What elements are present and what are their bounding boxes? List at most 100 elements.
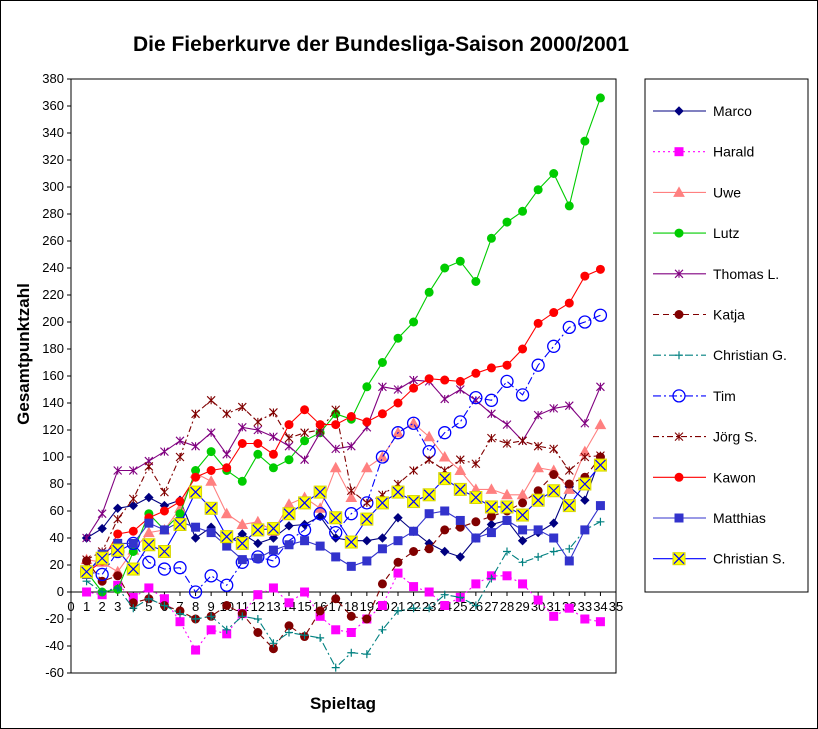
y-tick-label: -20 <box>45 611 64 626</box>
data-point <box>518 436 527 446</box>
data-point <box>191 615 200 623</box>
x-tick-label: 25 <box>453 599 467 614</box>
marker-cross <box>159 546 170 557</box>
marker-cross <box>377 497 388 509</box>
y-tick-label: 180 <box>42 341 64 356</box>
data-point <box>268 583 278 593</box>
data-point <box>253 628 263 637</box>
data-point <box>409 604 418 613</box>
y-tick-label: 280 <box>42 206 64 221</box>
y-tick-label: -60 <box>45 665 64 680</box>
y-tick-label: 100 <box>42 449 64 464</box>
data-point <box>346 486 356 496</box>
data-point <box>253 449 263 459</box>
legend-label: Harald <box>713 144 754 160</box>
data-point <box>484 393 499 407</box>
data-point <box>253 590 263 600</box>
data-point <box>269 639 278 648</box>
data-point <box>237 402 247 412</box>
data-point <box>360 512 374 526</box>
y-tick-label: 360 <box>42 98 64 113</box>
data-point <box>424 374 434 384</box>
data-point <box>549 611 559 621</box>
data-point <box>222 463 232 473</box>
data-point <box>547 484 561 498</box>
marker-cross <box>548 485 560 497</box>
data-point <box>128 538 138 548</box>
data-point <box>440 525 450 535</box>
y-tick-label: 80 <box>50 476 64 491</box>
legend-item: Uwe <box>653 184 741 200</box>
data-point <box>393 536 403 546</box>
series-1 <box>81 452 606 562</box>
data-point <box>344 507 358 521</box>
series-layer <box>79 93 608 672</box>
y-tick-label: 340 <box>42 125 64 140</box>
data-point <box>391 485 405 499</box>
data-point <box>313 485 327 499</box>
data-point <box>471 517 481 527</box>
data-point <box>189 485 203 499</box>
data-point <box>360 496 374 510</box>
data-point <box>580 525 590 535</box>
data-point <box>206 428 216 438</box>
data-point <box>206 447 216 457</box>
data-point <box>471 579 481 589</box>
data-point <box>500 500 514 514</box>
legend-label: Uwe <box>713 184 741 200</box>
legend-item: Christian S. <box>653 551 785 567</box>
data-point <box>500 374 514 389</box>
data-point <box>455 515 465 525</box>
data-point <box>331 625 341 635</box>
data-point <box>300 536 310 546</box>
data-point <box>315 420 325 430</box>
data-point <box>533 410 543 420</box>
data-point <box>501 488 513 500</box>
marker-cross <box>330 512 342 524</box>
legend-label: Christian S. <box>713 551 785 567</box>
data-point <box>346 561 356 571</box>
data-point <box>377 579 387 589</box>
data-point <box>394 606 402 615</box>
data-point <box>268 533 279 543</box>
data-point <box>237 529 247 539</box>
data-point <box>578 315 592 329</box>
data-point <box>331 420 341 430</box>
data-point <box>593 458 607 472</box>
y-tick-label: 120 <box>42 422 64 437</box>
marker-cross <box>345 536 357 548</box>
data-point <box>300 405 310 415</box>
marker-cross <box>143 539 155 551</box>
legend-marker <box>673 186 685 197</box>
marker-cross <box>314 486 326 498</box>
data-point <box>98 588 107 596</box>
legend-box <box>644 78 809 593</box>
data-point <box>484 500 498 514</box>
data-point <box>283 498 295 509</box>
data-point <box>206 395 216 405</box>
data-point <box>113 529 123 539</box>
legend-marker <box>675 351 683 360</box>
data-point <box>362 650 371 659</box>
legend-item: Lutz <box>653 225 739 241</box>
data-point <box>268 545 278 555</box>
data-point <box>159 506 169 516</box>
data-point <box>485 483 498 494</box>
data-point <box>175 509 185 519</box>
data-point <box>206 625 216 635</box>
data-point <box>518 206 528 216</box>
data-point <box>113 583 122 592</box>
series-11 <box>82 501 605 579</box>
data-point <box>300 428 309 438</box>
data-point <box>176 609 184 618</box>
data-point <box>564 556 574 566</box>
marker-cross <box>423 489 435 501</box>
marker-cross <box>221 531 233 543</box>
data-point <box>377 533 388 543</box>
data-point <box>503 547 511 556</box>
data-point <box>113 514 123 524</box>
data-point <box>564 298 574 308</box>
data-point <box>516 508 530 522</box>
